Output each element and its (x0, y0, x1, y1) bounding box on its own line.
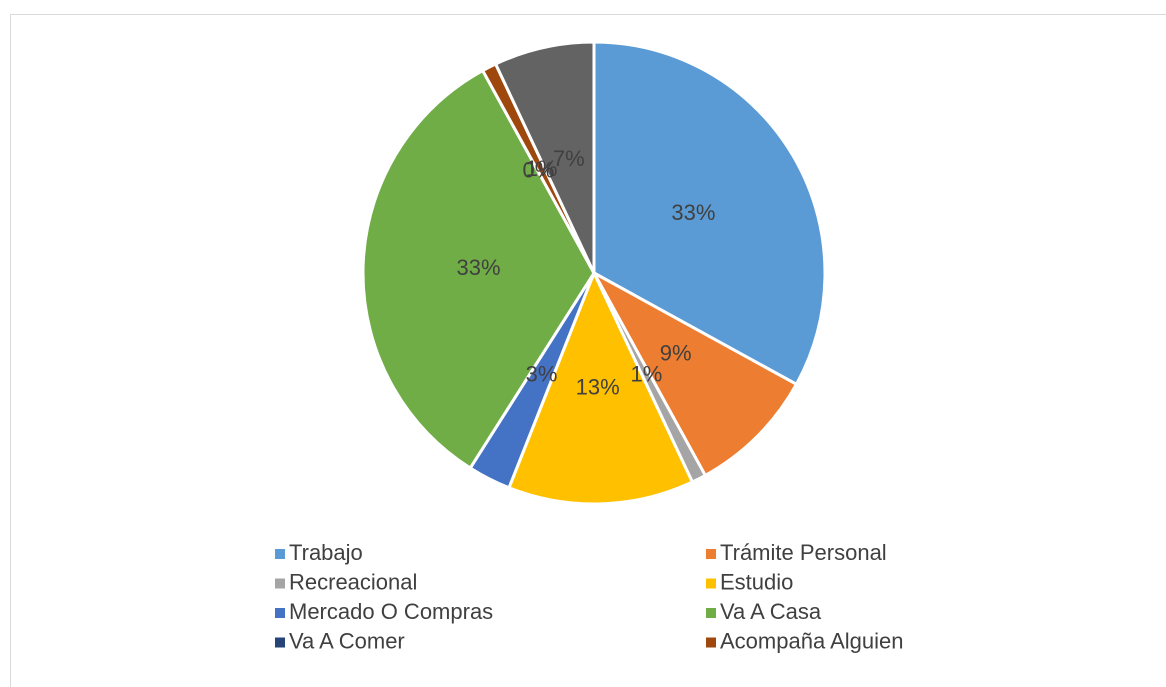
data-label: 3% (526, 362, 558, 387)
data-label: 1% (631, 362, 663, 387)
legend-swatch (275, 608, 285, 618)
legend-swatch (706, 549, 716, 559)
data-label: 7% (553, 146, 585, 171)
legend-label: Estudio (720, 569, 793, 594)
data-label: 0% (522, 158, 554, 183)
data-label: 9% (660, 340, 692, 365)
legend-swatch (275, 637, 285, 648)
data-label: 13% (576, 374, 620, 399)
legend-swatch (706, 578, 716, 589)
legend-swatch (275, 578, 285, 589)
data-label: 33% (671, 200, 715, 225)
pie-slice (592, 271, 798, 477)
legend-label: Va A Comer (289, 628, 405, 653)
data-label: 1% (526, 156, 558, 181)
pie-slice (592, 40, 827, 386)
chart-border (10, 14, 1166, 687)
data-label: 33% (457, 255, 501, 280)
legend-label: Trabajo (289, 540, 363, 565)
legend-swatch (706, 637, 716, 648)
legend-label: Mercado O Compras (289, 599, 493, 624)
pie-slice (507, 271, 694, 506)
legend-label: Va A Casa (720, 599, 822, 624)
legend-swatch (706, 608, 716, 618)
legend-label: Acompaña Alguien (720, 628, 903, 653)
legend-label: Trámite Personal (720, 540, 887, 565)
pie-slice (494, 40, 596, 275)
legend-label: Recreacional (289, 569, 417, 594)
legend-swatch (275, 549, 285, 559)
